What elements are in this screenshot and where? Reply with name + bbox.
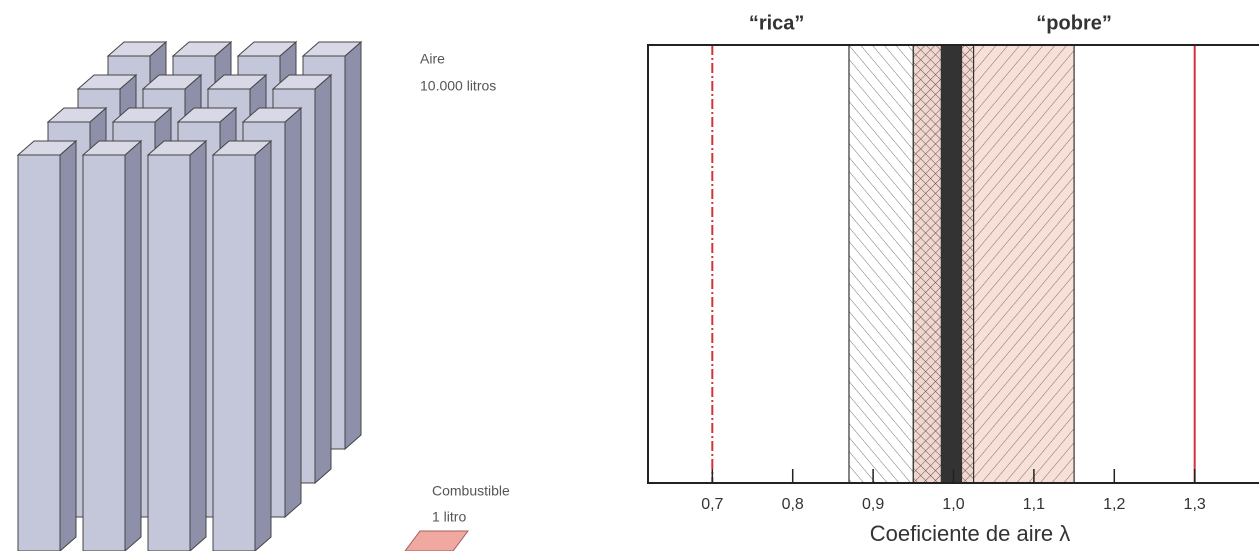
plot-frame <box>647 44 1259 484</box>
air-label: Aire <box>420 51 445 67</box>
column-side <box>344 40 362 451</box>
column-side <box>284 106 302 519</box>
column-front <box>147 154 191 551</box>
column-front <box>17 154 61 551</box>
x-tick-label: 1,1 <box>1023 496 1045 513</box>
region-label: “rica” <box>749 12 805 34</box>
region-label: “pobre” <box>1036 12 1112 34</box>
column-front <box>212 154 256 551</box>
region <box>972 44 1075 484</box>
column-side <box>59 139 77 551</box>
x-axis-title: Coeficiente de aire λ <box>870 521 1071 546</box>
x-tick-label: 0,9 <box>862 496 884 513</box>
column-side <box>124 139 142 551</box>
air-amount: 10.000 litros <box>420 78 496 94</box>
column-side <box>189 139 207 551</box>
x-tick-label: 0,8 <box>782 496 804 513</box>
region <box>960 44 975 484</box>
fuel-amount: 1 litro <box>432 509 466 525</box>
region <box>912 44 943 484</box>
x-tick-label: 1,2 <box>1103 496 1125 513</box>
fuel-block <box>404 530 469 551</box>
air-columns <box>16 40 363 551</box>
x-tick-label: 0,7 <box>701 496 723 513</box>
fuel-label: Combustible <box>432 483 510 499</box>
region <box>848 44 914 484</box>
x-tick-label: 1,0 <box>942 496 964 513</box>
column-side <box>254 139 272 551</box>
column-front <box>82 154 126 551</box>
region <box>940 44 963 484</box>
x-tick-label: 1,3 <box>1184 496 1206 513</box>
column-side <box>314 73 332 485</box>
